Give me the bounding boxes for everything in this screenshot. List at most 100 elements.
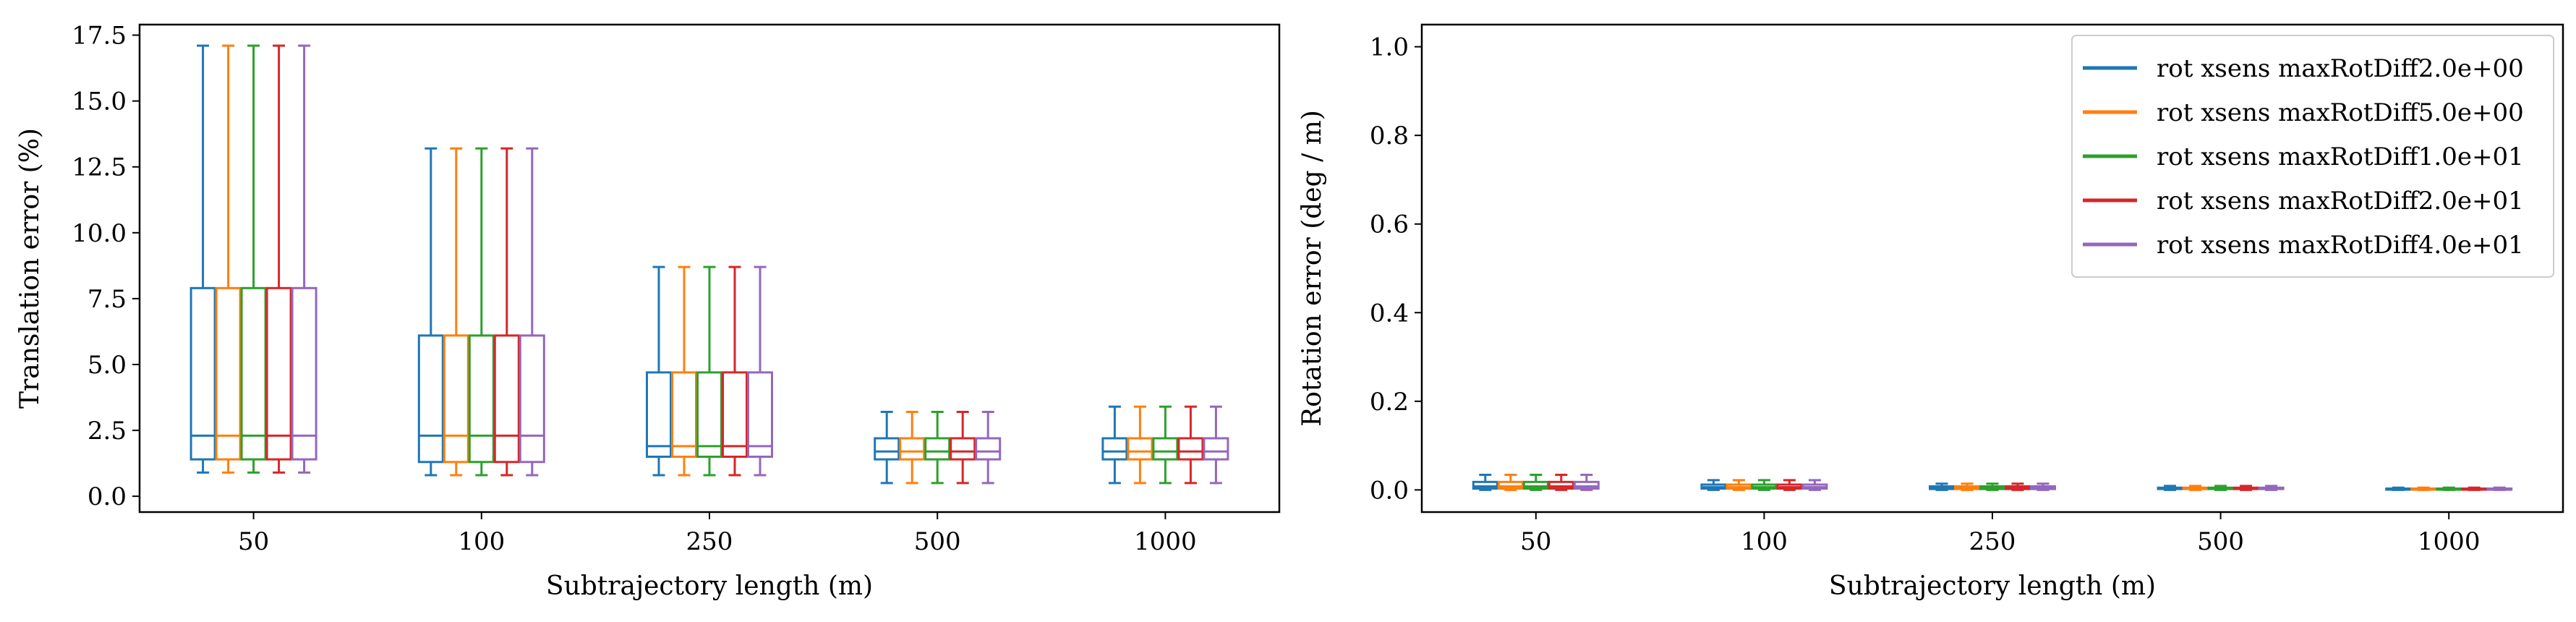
series-rot-xsens-maxrotdiff2-0e-00 [1472, 474, 2412, 491]
box-plot [975, 411, 1002, 485]
series-rot-xsens-maxrotdiff5-0e-00 [1497, 474, 2437, 491]
box [417, 334, 444, 464]
legend-item: rot xsens maxRotDiff4.0e+01 [2083, 231, 2524, 260]
x-tick-label: 250 [1969, 527, 2016, 556]
box-plot [2461, 486, 2488, 491]
box-plot [747, 265, 773, 477]
box-plot [2486, 486, 2513, 491]
box [443, 334, 469, 464]
legend-label: rot xsens maxRotDiff5.0e+00 [2157, 98, 2524, 127]
box-plot [1776, 479, 1803, 491]
box-plot [2232, 485, 2259, 491]
box-plot [874, 411, 900, 485]
box-plot [1548, 474, 1574, 491]
box-plot [519, 147, 545, 477]
box [1177, 437, 1204, 461]
box-plot [1954, 482, 1980, 491]
box-plot [2182, 485, 2209, 491]
box-plot [1573, 474, 1600, 491]
y-tick-label: 2.5 [88, 417, 127, 446]
x-tick-label: 1000 [1134, 527, 1197, 556]
box-plot [1101, 405, 1128, 485]
box-plot [722, 265, 748, 477]
legend-item: rot xsens maxRotDiff1.0e+01 [2083, 142, 2524, 171]
box-plot [1979, 482, 2005, 491]
box [975, 437, 1002, 461]
box [1573, 480, 1600, 490]
box [1522, 480, 1549, 490]
y-tick-label: 5.0 [88, 351, 127, 380]
box-plot [291, 44, 317, 474]
rotation-error-panel: 0.0 0.2 0.4 0.6 0.8 1.0 50 100 250 500 1000 Subtraj… [1297, 23, 2564, 601]
box-plot [2157, 485, 2183, 491]
box-plot [1127, 405, 1153, 485]
legend-item: rot xsens maxRotDiff2.0e+01 [2083, 187, 2524, 216]
box-plot [696, 265, 722, 477]
series-rot-xsens-maxrotdiff1-0e-01 [240, 44, 1179, 485]
box [1203, 437, 1229, 461]
box [493, 334, 520, 464]
box-plot [950, 411, 976, 485]
box [189, 286, 216, 461]
y-tick-label: 7.5 [88, 285, 127, 314]
box-plot [265, 44, 292, 474]
box-plot [2005, 482, 2031, 491]
y-tick-label: 0.8 [1370, 122, 1409, 150]
x-axis-label: Subtrajectory length (m) [1829, 571, 2156, 601]
box [899, 437, 926, 461]
box-plot [2410, 486, 2437, 491]
series-rot-xsens-maxrotdiff4-0e-01 [291, 44, 1229, 485]
x-tick-label: 1000 [2418, 527, 2481, 556]
y-tick-label: 15.0 [72, 88, 127, 116]
y-axis-label: Translation error (%) [15, 128, 45, 409]
box-plot [899, 411, 926, 485]
box-plot [1929, 482, 1955, 491]
x-tick-label: 500 [914, 527, 961, 556]
box-plot [2385, 486, 2412, 491]
series-rot-xsens-maxrotdiff2-0e-01 [265, 44, 1204, 485]
box-plot [1751, 479, 1778, 491]
legend: rot xsens maxRotDiff2.0e+00 rot xsens max… [2071, 35, 2554, 278]
series-rot-xsens-maxrotdiff2-0e-01 [1548, 474, 2488, 491]
box-plot [443, 147, 469, 477]
box [1152, 437, 1179, 461]
box-plot [2258, 485, 2285, 491]
legend-item: rot xsens maxRotDiff5.0e+00 [2083, 98, 2524, 127]
y-tick-label: 17.5 [72, 22, 127, 51]
box-plot [240, 44, 267, 474]
series-rot-xsens-maxrotdiff1-0e-01 [1522, 474, 2462, 491]
box [215, 286, 242, 461]
y-tick-label: 0.0 [88, 482, 127, 511]
box-plot [2436, 486, 2462, 491]
legend-item: rot xsens maxRotDiff2.0e+00 [2083, 54, 2524, 83]
x-tick-label: 100 [458, 527, 505, 556]
box-plot [924, 411, 951, 485]
box-plot [671, 265, 697, 477]
box-plot [1497, 474, 1524, 491]
y-tick-label: 0.6 [1370, 210, 1409, 239]
box [1548, 480, 1574, 490]
legend-label: rot xsens maxRotDiff4.0e+01 [2157, 231, 2524, 260]
box-plot [646, 265, 672, 477]
box-plot [2207, 485, 2234, 491]
y-tick-label: 1.0 [1370, 33, 1409, 62]
y-tick-label: 0.0 [1370, 476, 1409, 505]
box-plot [189, 44, 216, 474]
translation-error-panel: 0.0 2.5 5.0 7.5 10.0 12.5 15.0 17.5 50 100 250 500 1… [15, 22, 1281, 601]
box [671, 371, 697, 458]
box-plot [1726, 479, 1752, 491]
box [874, 437, 900, 461]
box-plot [1177, 405, 1204, 485]
box-plot [417, 147, 444, 477]
box [950, 437, 976, 461]
box-plot [2030, 482, 2056, 491]
box-plot [1152, 405, 1179, 485]
y-tick-label: 10.0 [72, 219, 127, 248]
box-plot [493, 147, 520, 477]
x-tick-label: 50 [1520, 527, 1551, 556]
x-tick-label: 50 [238, 527, 269, 556]
box [519, 334, 545, 464]
box [468, 334, 495, 464]
box [1101, 437, 1128, 461]
